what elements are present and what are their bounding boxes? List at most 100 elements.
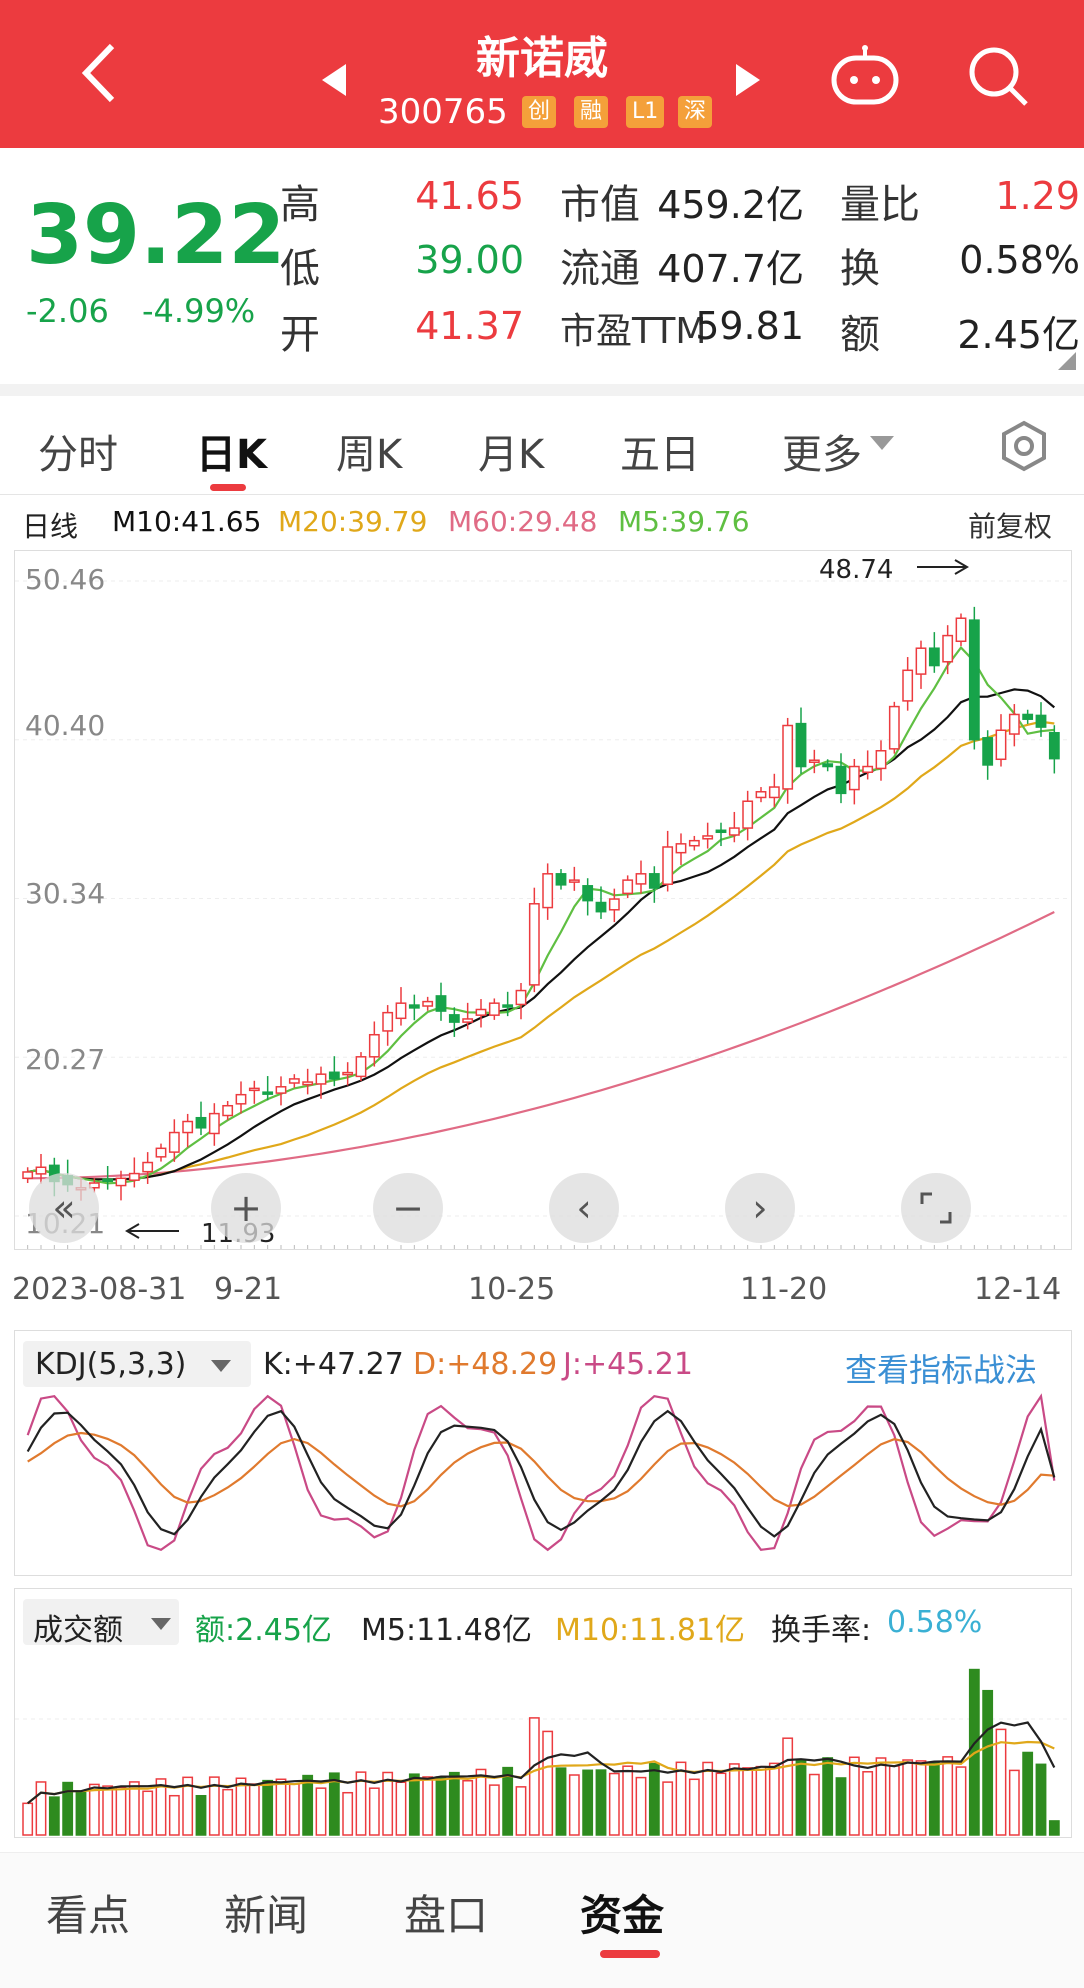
kdj-d-value: D:+48.29 xyxy=(413,1347,558,1382)
candle-body xyxy=(315,1073,327,1085)
volume-bar xyxy=(22,1802,34,1836)
pan-right-button[interactable]: › xyxy=(725,1173,795,1243)
y-label-3: 30.34 xyxy=(25,877,106,910)
candle-body xyxy=(448,1014,460,1023)
volume-bar xyxy=(115,1786,127,1836)
tab-more[interactable]: 更多 xyxy=(782,432,862,478)
current-price: 39.22 xyxy=(26,188,286,283)
bottom-tab-funds[interactable]: 资金 xyxy=(580,1891,665,1940)
kdj-selector[interactable] xyxy=(23,1341,251,1387)
candle-body xyxy=(622,879,634,895)
candle-body xyxy=(702,835,714,840)
volume-bar xyxy=(1008,1769,1020,1836)
kdj-panel[interactable]: KDJ(5,3,3) K:+47.27 D:+48.29 J:+45.21 查看… xyxy=(14,1330,1072,1576)
bottom-tab-order-book[interactable]: 盘口 xyxy=(404,1891,489,1940)
indicator-strategy-link[interactable]: 查看指标战法 xyxy=(845,1351,1038,1389)
ma-m10: M10:41.65 xyxy=(112,505,262,538)
volume-selector[interactable] xyxy=(23,1599,179,1645)
kline-chart-panel[interactable]: 50.46 40.40 30.34 20.27 10.21 48.74 11.9… xyxy=(14,550,1072,1250)
search-icon[interactable] xyxy=(966,44,1032,114)
tab-intraday[interactable]: 分时 xyxy=(38,432,118,478)
bottom-bar xyxy=(0,1852,1084,1988)
volume-bar xyxy=(702,1761,714,1836)
ma5-line xyxy=(27,645,1055,1185)
volume-bar xyxy=(715,1772,727,1836)
fullscreen-button[interactable] xyxy=(901,1173,971,1243)
stock-code: 300765 xyxy=(378,92,508,132)
tag-shen: 深 xyxy=(678,96,713,128)
candle-body xyxy=(648,873,660,889)
candle-body xyxy=(502,1004,514,1008)
zoom-in-button[interactable]: + xyxy=(211,1173,281,1243)
candle-body xyxy=(262,1091,274,1095)
tab-monthly-k[interactable]: 月K xyxy=(478,432,545,478)
tab-five-day[interactable]: 五日 xyxy=(620,432,700,478)
bottom-tab-news[interactable]: 新闻 xyxy=(224,1891,309,1940)
candle-body xyxy=(328,1071,340,1080)
candle-body xyxy=(302,1081,314,1086)
volume-bar xyxy=(675,1761,687,1836)
volume-bar xyxy=(502,1766,514,1836)
volume-bar xyxy=(235,1777,247,1836)
candle-body xyxy=(982,737,994,766)
volume-bar xyxy=(395,1781,407,1836)
volume-bar xyxy=(755,1765,767,1836)
volume-bar xyxy=(355,1771,367,1836)
candle-body xyxy=(382,1011,394,1032)
volume-bar xyxy=(315,1787,327,1836)
value-open: 41.37 xyxy=(415,304,524,348)
zoom-out-button[interactable]: − xyxy=(373,1173,443,1243)
candle-body xyxy=(155,1147,167,1158)
volume-bar xyxy=(982,1689,994,1836)
candle-body xyxy=(422,1000,434,1007)
volume-bar xyxy=(622,1765,634,1836)
back-icon[interactable] xyxy=(70,38,130,108)
candle-body xyxy=(35,1166,47,1175)
candle-body xyxy=(168,1131,180,1153)
volume-m10-line xyxy=(27,1740,1055,1805)
high-marker-label: 48.74 xyxy=(819,555,894,585)
candle-body xyxy=(142,1161,154,1173)
volume-bar xyxy=(462,1780,474,1836)
candle-body xyxy=(848,765,860,791)
kdj-k-line xyxy=(26,1409,1056,1538)
bottom-tab-highlights[interactable]: 看点 xyxy=(46,1891,131,1940)
volume-bar xyxy=(648,1762,660,1836)
candle-body xyxy=(222,1104,234,1117)
volume-bar xyxy=(795,1759,807,1836)
ma-label: 日线 xyxy=(22,510,79,543)
candle-body xyxy=(955,617,967,643)
candle-body xyxy=(1022,713,1034,720)
candle-body xyxy=(1048,732,1060,760)
volume-bar xyxy=(742,1767,754,1836)
pan-left-button[interactable]: ‹ xyxy=(549,1173,619,1243)
volume-bar xyxy=(155,1778,167,1836)
volume-bar xyxy=(222,1788,234,1836)
label-amount: 额 xyxy=(840,312,880,358)
robot-assistant-icon[interactable] xyxy=(828,44,902,112)
price-change: -2.06 xyxy=(26,292,109,330)
volume-amount: 额:2.45亿 xyxy=(195,1613,332,1648)
volume-panel[interactable]: 成交额 额:2.45亿 M5:11.48亿 M10:11.81亿 换手率: 0.… xyxy=(14,1588,1072,1838)
tab-active-indicator xyxy=(210,484,246,491)
value-high: 41.65 xyxy=(415,174,524,218)
adjust-mode[interactable]: 前复权 xyxy=(968,510,1053,543)
kdj-selector-label: KDJ(5,3,3) xyxy=(35,1347,187,1382)
candle-body xyxy=(595,901,607,913)
tab-daily-k[interactable]: 日K xyxy=(196,432,267,478)
volume-bar xyxy=(542,1730,554,1836)
volume-bar xyxy=(662,1781,674,1836)
volume-bar xyxy=(435,1776,447,1836)
volume-bar xyxy=(942,1756,954,1836)
volume-bar xyxy=(915,1760,927,1836)
volume-chart xyxy=(15,1668,1071,1836)
rewind-button[interactable]: « xyxy=(29,1173,99,1243)
volume-bar xyxy=(262,1779,274,1836)
tab-weekly-k[interactable]: 周K xyxy=(336,432,403,478)
candle-body xyxy=(728,827,740,836)
settings-icon[interactable] xyxy=(998,420,1050,476)
next-stock-icon[interactable] xyxy=(734,62,764,102)
expand-corner-icon[interactable] xyxy=(1058,352,1076,374)
prev-stock-icon[interactable] xyxy=(318,62,348,102)
turnover-label: 换手率: xyxy=(771,1613,872,1648)
